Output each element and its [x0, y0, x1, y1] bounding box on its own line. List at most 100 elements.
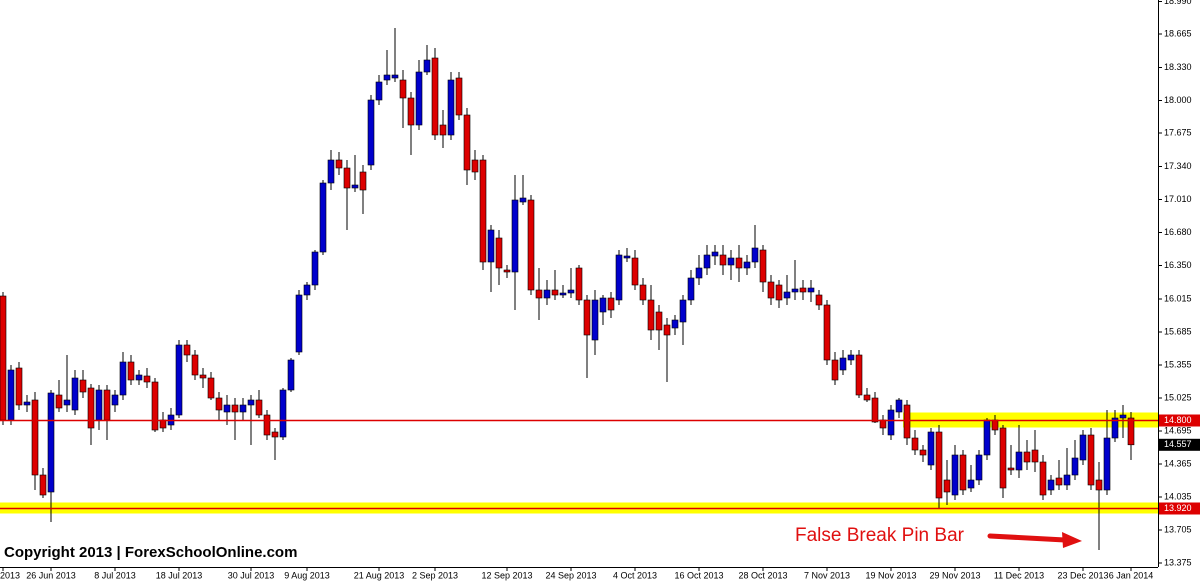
candle-body — [887, 409, 895, 436]
candle-body — [175, 344, 183, 416]
candle-body — [975, 454, 983, 481]
candle-body — [1103, 437, 1111, 491]
candle-body — [327, 159, 335, 184]
candle-body — [335, 159, 343, 169]
candle-body — [607, 297, 615, 311]
candle-body — [1127, 417, 1135, 446]
candle-body — [1119, 414, 1127, 419]
candle-body — [447, 79, 455, 136]
candle-body — [111, 394, 119, 406]
x-tick-label: 26 Jun 2013 — [26, 570, 76, 580]
candle-body — [1071, 457, 1079, 476]
y-tick-label: 16.680 — [1164, 227, 1192, 237]
candle-body — [663, 324, 671, 336]
candle-body — [535, 289, 543, 299]
candle-body — [775, 284, 783, 301]
level-label: 14.800 — [1164, 415, 1192, 425]
candle-body — [431, 57, 439, 136]
candle-body — [1023, 451, 1031, 463]
y-tick-label: 17.010 — [1164, 194, 1192, 204]
candle-body — [799, 287, 807, 293]
candle-body — [727, 257, 735, 266]
candle-body — [239, 404, 247, 413]
candle-body — [807, 287, 815, 293]
candle-body — [487, 229, 495, 263]
candle-body — [1039, 461, 1047, 496]
candle-body — [1047, 479, 1055, 491]
candle-body — [791, 288, 799, 293]
candle-body — [119, 361, 127, 396]
candle-body — [959, 454, 967, 491]
candle-body — [751, 247, 759, 263]
y-tick-label: 16.350 — [1164, 260, 1192, 270]
candle-body — [527, 199, 535, 291]
x-tick-label: 12 Sep 2013 — [481, 570, 532, 580]
x-tick-label: 30 Jul 2013 — [228, 570, 275, 580]
candle-body — [703, 254, 711, 269]
candle-body — [823, 304, 831, 361]
candle-body — [103, 389, 111, 421]
candle-body — [1095, 479, 1103, 491]
candle-body — [183, 344, 191, 356]
x-tick-label: 2 Sep 2013 — [412, 570, 458, 580]
candle-body — [551, 289, 559, 296]
candle-body — [191, 354, 199, 376]
level-label-bg — [1159, 414, 1200, 427]
candle-body — [935, 431, 943, 499]
candle-body — [375, 81, 383, 101]
candle-body — [719, 254, 727, 266]
candle-body — [87, 387, 95, 429]
candle-body — [215, 397, 223, 411]
candle-body — [567, 289, 575, 294]
level-label-bg — [1159, 502, 1200, 515]
x-tick-label: 2013 — [0, 570, 20, 580]
candle-body — [1111, 417, 1119, 439]
y-tick-label: 17.340 — [1164, 161, 1192, 171]
candle-body — [23, 401, 31, 406]
candle-body — [1015, 451, 1023, 471]
candle-body — [127, 361, 135, 381]
candle-body — [1087, 434, 1095, 486]
last-price-bg — [1159, 438, 1200, 451]
x-tick-label: 28 Oct 2013 — [738, 570, 787, 580]
candle-body — [207, 377, 215, 399]
y-tick-label: 15.355 — [1164, 359, 1192, 369]
candle-body — [223, 404, 231, 413]
candle-body — [55, 394, 63, 409]
x-tick-label: 19 Nov 2013 — [865, 570, 916, 580]
x-tick-label: 6 Jan 2014 — [1109, 570, 1154, 580]
watermark: Copyright 2013 | ForexSchoolOnline.com — [4, 544, 297, 561]
candle-body — [1055, 477, 1063, 486]
candle-body — [831, 359, 839, 381]
candle-body — [439, 124, 447, 136]
candle-body — [839, 357, 847, 371]
x-tick-label: 4 Oct 2013 — [613, 570, 657, 580]
candle-body — [631, 257, 639, 286]
candle-body — [1007, 467, 1015, 471]
candle-body — [655, 311, 663, 331]
candle-body — [895, 399, 903, 413]
candle-body — [407, 97, 415, 126]
candle-body — [199, 374, 207, 379]
y-tick-label: 13.705 — [1164, 524, 1192, 534]
x-tick-label: 9 Aug 2013 — [284, 570, 330, 580]
candle-body — [63, 399, 71, 406]
candle-body — [871, 397, 879, 423]
candle-body — [39, 474, 47, 496]
candle-body — [47, 392, 55, 493]
candle-body — [927, 431, 935, 466]
candle-body — [151, 381, 159, 431]
candle-body — [999, 427, 1007, 489]
candle-body — [303, 284, 311, 296]
candle-body — [615, 254, 623, 301]
candle-body — [767, 281, 775, 299]
candle-body — [135, 374, 143, 381]
candle-body — [255, 399, 263, 416]
candle-body — [679, 299, 687, 323]
x-tick-label: 18 Jul 2013 — [156, 570, 203, 580]
candle-body — [383, 74, 391, 81]
candle-body — [351, 184, 359, 189]
candle-body — [71, 377, 79, 411]
candle-body — [783, 291, 791, 299]
